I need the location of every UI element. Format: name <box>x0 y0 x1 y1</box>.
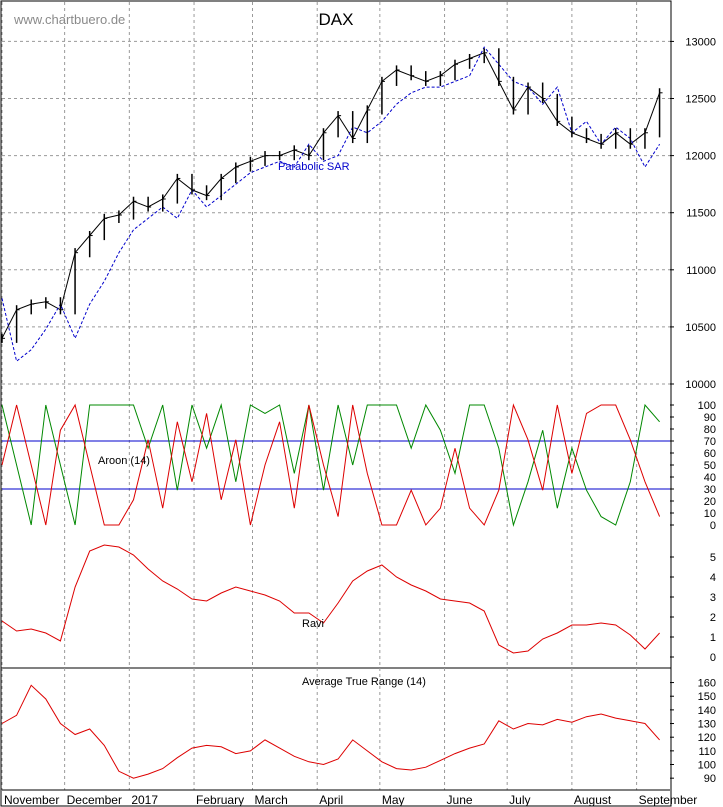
ravi-tick-label: 4 <box>710 572 716 584</box>
ravi-tick-label: 3 <box>710 592 716 604</box>
aroon-down-line <box>1 403 661 526</box>
month-label: April <box>319 793 343 807</box>
price-bars <box>1 48 663 343</box>
price-tick-label: 12000 <box>685 151 716 163</box>
atr-line <box>1 684 660 779</box>
price-tick-label: 13000 <box>685 36 716 48</box>
site-label: www.chartbuero.de <box>13 12 125 27</box>
month-label: May <box>382 793 405 807</box>
aroon-tick-label: 70 <box>704 436 716 448</box>
atr-label: Average True Range (14) <box>302 676 426 688</box>
atr-tick-label: 100 <box>698 760 716 772</box>
aroon-tick-label: 10 <box>704 508 716 520</box>
aroon-tick-label: 0 <box>710 520 716 532</box>
aroon-tick-label: 20 <box>704 496 716 508</box>
sar-label: Parabolic SAR <box>278 161 350 173</box>
month-label: June <box>447 793 473 807</box>
price-tick-label: 12500 <box>685 94 716 106</box>
price-tick-label: 10000 <box>685 379 716 391</box>
aroon-tick-label: 100 <box>698 400 716 412</box>
chart-frame <box>0 0 672 807</box>
month-label: July <box>509 793 530 807</box>
month-label: 2017 <box>131 793 158 807</box>
month-label: August <box>574 793 612 807</box>
aroon-tick-label: 40 <box>704 472 716 484</box>
aroon-tick-label: 50 <box>704 460 716 472</box>
price-tick-label: 10500 <box>685 322 716 334</box>
series-layer <box>1 46 661 779</box>
price-tick-label: 11000 <box>686 265 716 277</box>
ravi-line <box>1 544 660 654</box>
atr-tick-label: 150 <box>698 691 716 703</box>
ravi-tick-label: 1 <box>710 632 716 644</box>
ravi-tick-label: 2 <box>710 612 716 624</box>
aroon-tick-label: 30 <box>704 484 716 496</box>
ravi-label: Ravi <box>302 618 324 630</box>
price-tick-label: 11500 <box>686 208 716 220</box>
aroon-tick-label: 60 <box>704 448 716 460</box>
atr-tick-label: 90 <box>704 773 716 785</box>
month-label: February <box>196 793 244 807</box>
aroon-label: Aroon (14) <box>98 455 150 467</box>
atr-tick-label: 120 <box>698 732 716 744</box>
aroon-tick-label: 80 <box>704 424 716 436</box>
aroon-tick-label: 90 <box>704 412 716 424</box>
month-label: November <box>4 793 59 807</box>
month-label: December <box>67 793 122 807</box>
ravi-tick-label: 0 <box>710 652 716 664</box>
ravi-tick-label: 5 <box>710 552 716 564</box>
aroon-level-lines <box>2 440 670 490</box>
month-label: September <box>639 793 698 807</box>
atr-tick-label: 110 <box>698 746 716 758</box>
parabolic-sar-line <box>1 46 661 363</box>
month-labels: November December 2017 February March April Ma… <box>4 793 697 807</box>
month-label: March <box>255 793 288 807</box>
grid <box>1 2 670 791</box>
atr-tick-label: 160 <box>698 678 716 690</box>
price-close-line <box>1 52 661 339</box>
y-tick-labels: 1000010500110001150012000125001300001020… <box>670 36 716 785</box>
aroon-up-line <box>1 403 660 527</box>
chart-title: DAX <box>319 10 354 29</box>
atr-tick-label: 130 <box>698 719 716 731</box>
atr-tick-label: 140 <box>698 705 716 717</box>
